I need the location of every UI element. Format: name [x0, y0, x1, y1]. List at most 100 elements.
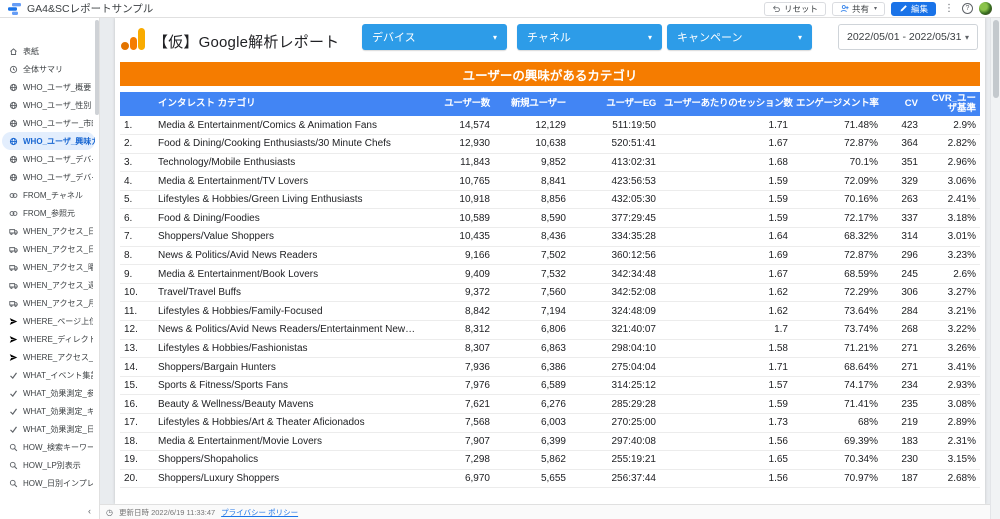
cell: Food & Dining/Cooking Enthusiasts/30 Min… — [154, 134, 420, 154]
column-header-5[interactable]: エンゲージメント率 — [792, 92, 882, 116]
cell: 1.73 — [660, 413, 792, 433]
column-header-3[interactable]: ユーザーEG — [570, 92, 660, 116]
sidebar-item-6[interactable]: WHO_ユーザ_興味カテ... — [2, 132, 95, 150]
cell: 71.48% — [792, 116, 882, 136]
sidebar-item-2[interactable]: 全体サマリ — [0, 60, 93, 78]
globe-icon — [9, 83, 18, 92]
cell: 230 — [882, 450, 922, 470]
sidebar-item-13[interactable]: WHEN_アクセス_曜日別 — [0, 258, 93, 276]
column-header-6[interactable]: CV — [882, 92, 922, 116]
sidebar-item-12[interactable]: WHEN_アクセス_日別... — [0, 240, 93, 258]
report-area: 【仮】Google解析レポート デバイス ▾ チャネル ▾ キャンペーン ▾ 2… — [100, 18, 990, 519]
search-icon — [9, 479, 18, 488]
sidebar-item-18[interactable]: WHERE_アクセス_LP — [0, 348, 93, 366]
table-row: 17. Lifestyles & Hobbies/Art & Theater Af… — [120, 413, 980, 433]
sidebar-item-8[interactable]: WHO_ユーザ_デバイス... — [0, 168, 93, 186]
sidebar-item-9[interactable]: FROM_チャネル — [0, 186, 93, 204]
cell: 1.56 — [660, 469, 792, 489]
privacy-policy-link[interactable]: プライバシー ポリシー — [221, 507, 299, 517]
scrollbar-thumb[interactable] — [993, 20, 999, 98]
link-icon — [9, 209, 18, 218]
sidebar-item-label: WHEN_アクセス_日別 — [23, 226, 93, 236]
table-row: 15. Sports & Fitness/Sports Fans 7,976 6,58… — [120, 376, 980, 396]
table-row: 7. Shoppers/Value Shoppers 10,435 8,436 334:… — [120, 227, 980, 247]
cell: 10,918 — [420, 190, 494, 210]
sidebar-item-3[interactable]: WHO_ユーザ_概要 — [0, 78, 93, 96]
sidebar-item-label: HOW_日別インプレッ... — [23, 478, 93, 488]
cell: 7,936 — [420, 357, 494, 377]
sidebar-item-label: WHO_ユーザ_デバイス — [23, 154, 93, 164]
row-number: 13. — [120, 339, 154, 359]
sidebar-item-24[interactable]: HOW_LP別表示 — [0, 456, 93, 474]
sidebar-item-label: WHO_ユーザー_市町村 — [23, 118, 93, 128]
sidebar-item-20[interactable]: WHAT_効果測定_参照... — [0, 384, 93, 402]
cell: 314 — [882, 227, 922, 247]
cell: 72.87% — [792, 134, 882, 154]
cell: 432:05:30 — [570, 190, 660, 210]
sidebar-item-11[interactable]: WHEN_アクセス_日別 — [0, 222, 93, 240]
sidebar-collapse-icon[interactable]: ‹ — [88, 506, 91, 516]
cell: 3.01% — [922, 227, 980, 247]
device-filter-dropdown[interactable]: デバイス ▾ — [362, 24, 507, 50]
sidebar-item-17[interactable]: WHERE_ディレクトリ... — [0, 330, 93, 348]
sidebar-item-label: WHERE_アクセス_LP — [23, 352, 93, 362]
sidebar-item-label: WHEN_アクセス_月推移 — [23, 298, 93, 308]
vertical-scrollbar[interactable] — [990, 18, 1000, 519]
cell: 6,276 — [494, 394, 570, 414]
cell: 1.71 — [660, 116, 792, 136]
sidebar-item-14[interactable]: WHEN_アクセス_週推移 — [0, 276, 93, 294]
sidebar-item-23[interactable]: HOW_検索キーワード — [0, 438, 93, 456]
cell: 3.41% — [922, 357, 980, 377]
column-header-7[interactable]: CVR_ユーザ基準 — [922, 92, 980, 116]
date-range-picker[interactable]: 2022/05/01 - 2022/05/31 ▾ — [838, 24, 978, 50]
row-number: 3. — [120, 153, 154, 173]
cell: 70.1% — [792, 153, 882, 173]
cell: Shoppers/Bargain Hunters — [154, 357, 420, 377]
edit-button[interactable]: 編集 — [890, 1, 936, 16]
column-header-4[interactable]: ユーザーあたりのセッション数 — [660, 92, 793, 116]
cell: 1.62 — [660, 301, 792, 322]
sidebar-scrollbar[interactable] — [95, 20, 99, 115]
sidebar-item-label: WHEN_アクセス_曜日別 — [23, 262, 93, 272]
sidebar-item-5[interactable]: WHO_ユーザー_市町村 — [0, 114, 93, 132]
row-number: 20. — [120, 469, 154, 489]
more-options-icon[interactable]: ⋮ — [944, 3, 954, 14]
sidebar-item-7[interactable]: WHO_ユーザ_デバイス — [0, 150, 93, 168]
sidebar-item-22[interactable]: WHAT_効果測定_日別 — [0, 420, 93, 438]
sidebar-item-19[interactable]: WHAT_イベント集計 — [0, 366, 93, 384]
cell: 8,307 — [420, 339, 494, 359]
sidebar-item-15[interactable]: WHEN_アクセス_月推移 — [0, 294, 93, 312]
cell: 2.82% — [922, 134, 980, 154]
help-icon[interactable]: ? — [962, 3, 973, 14]
cell: 342:52:08 — [570, 283, 660, 303]
column-header-1[interactable]: ユーザー数 — [420, 92, 494, 116]
cell: 1.56 — [660, 432, 792, 452]
column-header-0[interactable]: インタレスト カテゴリ — [154, 92, 420, 116]
cell: 14,574 — [420, 116, 494, 136]
avatar[interactable] — [979, 2, 992, 15]
sidebar-item-10[interactable]: FROM_参照元 — [0, 204, 93, 222]
column-header-2[interactable]: 新規ユーザー — [494, 92, 570, 116]
sidebar-item-1[interactable]: 表紙 — [0, 42, 93, 60]
cell: 1.69 — [660, 246, 792, 266]
sidebar-item-4[interactable]: WHO_ユーザ_性別 — [0, 96, 93, 114]
sidebar-item-label: FROM_チャネル — [23, 190, 83, 200]
sidebar-item-16[interactable]: WHERE_ページ上位 — [0, 312, 93, 330]
channel-filter-dropdown[interactable]: チャネル ▾ — [517, 24, 662, 50]
cell: Food & Dining/Foodies — [154, 208, 420, 229]
row-number: 1. — [120, 116, 154, 136]
sidebar-item-label: WHERE_ページ上位 — [23, 316, 93, 326]
cell: 342:34:48 — [570, 264, 660, 284]
share-button[interactable]: 共有 ▾ — [831, 1, 885, 16]
cell: 3.08% — [922, 394, 980, 414]
report-canvas: 【仮】Google解析レポート デバイス ▾ チャネル ▾ キャンペーン ▾ 2… — [115, 18, 985, 504]
cell: 297:40:08 — [570, 432, 660, 452]
cell: 298:04:10 — [570, 339, 660, 359]
table-row: 4. Media & Entertainment/TV Lovers 10,765 8… — [120, 171, 980, 191]
search-icon — [9, 461, 18, 470]
reset-button[interactable]: リセット — [763, 1, 826, 16]
campaign-filter-dropdown[interactable]: キャンペーン ▾ — [667, 24, 812, 50]
sidebar-item-21[interactable]: WHAT_効果測定_キャ... — [0, 402, 93, 420]
globe-icon — [9, 155, 18, 164]
sidebar-item-25[interactable]: HOW_日別インプレッ... — [0, 474, 93, 492]
